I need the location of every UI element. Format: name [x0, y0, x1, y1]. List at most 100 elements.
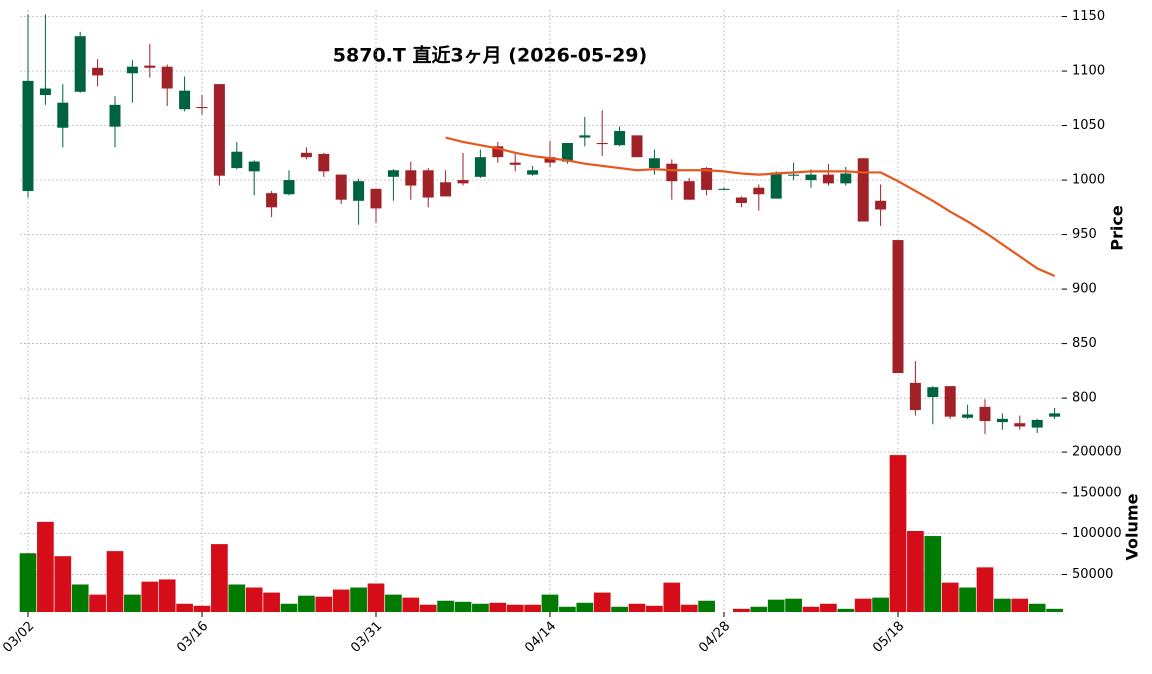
candle-body	[144, 65, 156, 68]
volume-bar	[698, 600, 715, 612]
volume-bar	[611, 606, 628, 612]
candle-body	[614, 131, 626, 146]
volume-bar	[733, 608, 750, 612]
candle-body	[213, 84, 225, 176]
y-tick-label: 1100	[1072, 64, 1105, 79]
candle-body	[1014, 423, 1026, 427]
candle-body	[527, 170, 539, 175]
chart-title: 5870.T 直近3ヶ月 (2026-05-29)	[333, 44, 647, 67]
volume-bar	[298, 595, 315, 612]
volume-bar	[994, 598, 1011, 612]
candle-body	[353, 181, 365, 201]
volume-bar	[315, 596, 333, 612]
y-tick-label: 850	[1072, 336, 1097, 351]
y-tick-label: 800	[1072, 391, 1097, 406]
volume-bar	[959, 587, 976, 612]
candle-body	[126, 66, 138, 74]
candle-body	[979, 406, 991, 422]
y-tick-label: 900	[1072, 282, 1097, 297]
moving-average-line	[445, 136, 1056, 278]
candle-body	[544, 157, 556, 163]
candle-body	[962, 414, 974, 418]
candle-body	[74, 36, 86, 92]
volume-bar	[211, 544, 228, 612]
candle-body	[92, 67, 104, 76]
volume-bar	[1028, 603, 1046, 612]
volume-bar	[489, 602, 507, 612]
candle-body	[735, 197, 747, 203]
volume-bar	[402, 597, 420, 612]
candle-body	[457, 180, 469, 184]
volume-bar	[872, 597, 889, 612]
candle-body	[1031, 419, 1043, 428]
volume-bar	[628, 603, 646, 612]
candle-body	[579, 135, 591, 138]
volume-bar	[506, 604, 524, 612]
candle-body	[596, 143, 608, 145]
candle-body	[683, 181, 695, 200]
candle-body	[857, 158, 869, 222]
candle-body	[387, 170, 399, 177]
volume-bar	[785, 598, 802, 612]
candle-body	[805, 174, 817, 181]
x-tick-label: 03/31	[348, 619, 385, 656]
volume-bar	[802, 606, 820, 612]
volume-bar	[854, 598, 872, 612]
volume-bar	[419, 604, 437, 612]
volume-bar	[767, 599, 785, 612]
y-tick-label: 100000	[1072, 526, 1122, 541]
y-axis-label: Price	[1108, 205, 1127, 251]
volume-bar	[976, 567, 994, 612]
volume-bar	[385, 594, 402, 612]
volume-bar	[37, 521, 54, 612]
candle-body	[422, 170, 434, 198]
candle-body	[561, 143, 573, 162]
volume-bar	[124, 594, 141, 612]
volume-bar	[19, 553, 37, 612]
volume-bar	[524, 604, 541, 612]
candle-body	[753, 187, 765, 195]
candle-body	[666, 163, 678, 182]
y-axis-label: Volume	[1123, 493, 1142, 560]
candle-body	[440, 182, 452, 197]
volume-bar	[193, 605, 211, 612]
volume-bar	[837, 608, 855, 612]
volume-bar	[158, 579, 176, 612]
volume-bar	[941, 582, 959, 612]
volume-bar	[367, 583, 385, 612]
candle-body	[231, 151, 243, 169]
volume-bar	[228, 584, 246, 612]
candle-body	[474, 157, 486, 177]
volume-bar	[593, 592, 611, 612]
candle-body	[22, 80, 34, 191]
candle-body	[405, 170, 417, 186]
candle-body	[718, 188, 730, 190]
volume-bar	[332, 589, 350, 612]
volume-bar	[1046, 608, 1063, 612]
y-tick-label: 1150	[1072, 9, 1105, 24]
volume-bar	[89, 594, 106, 612]
candle-body	[788, 174, 800, 176]
volume-bar	[71, 584, 89, 612]
volume-bar	[176, 603, 193, 612]
volume-bar	[350, 587, 367, 612]
x-tick-label: 03/02	[0, 619, 37, 656]
volume-bar	[663, 582, 681, 612]
volume-bar	[820, 603, 837, 612]
x-tick-label: 05/18	[870, 619, 907, 656]
candle-body	[631, 135, 643, 158]
volume-bar	[454, 601, 472, 612]
candle-body	[875, 200, 887, 210]
candle-body	[909, 382, 921, 411]
volume-bar	[437, 600, 454, 612]
volume-bar	[1011, 598, 1029, 612]
volume-bar	[750, 606, 768, 612]
candle-body	[840, 173, 852, 184]
candle-body	[701, 168, 713, 190]
candle-body	[892, 240, 904, 374]
volume-bar	[141, 581, 159, 612]
volume-bar	[106, 551, 124, 612]
volume-bar	[907, 530, 924, 612]
candle-body	[648, 158, 660, 169]
